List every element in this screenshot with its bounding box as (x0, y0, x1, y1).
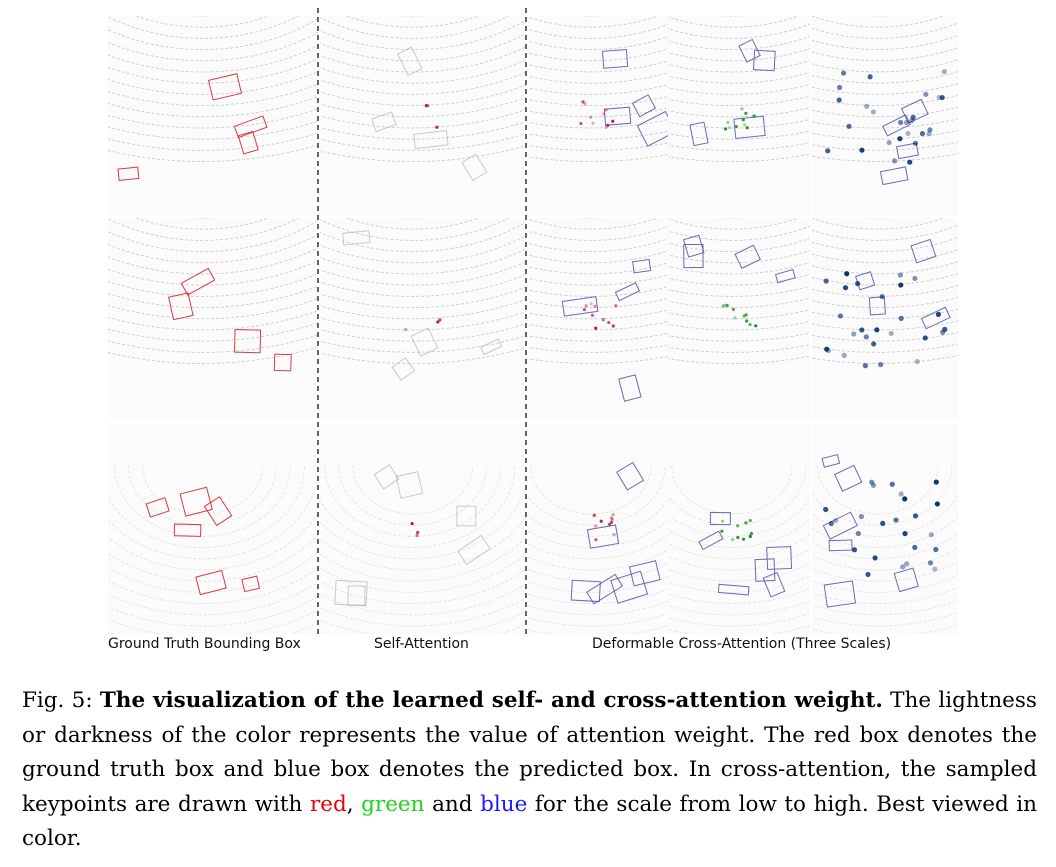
panel-cross-mid-row2 (668, 218, 810, 418)
panel-gt-row2 (108, 218, 318, 418)
caption-sentence-3-post: for the scale from low to high. Best vie… (22, 791, 1037, 852)
caption-sentence-2: The red box denotes the ground truth box… (22, 722, 1037, 783)
figure: Ground Truth Bounding Box Self-Attention… (108, 8, 958, 652)
caption-sep: , (346, 791, 354, 817)
panel-cross-high-row3 (812, 424, 958, 634)
panel-cross-mid-row3 (668, 424, 810, 634)
caption-title: The visualization of the learned self- a… (99, 688, 883, 713)
caption-green-word: green (361, 791, 425, 817)
panel-self-row2 (320, 218, 526, 418)
panel-cross-low-row3 (528, 424, 668, 634)
column-label-ground-truth: Ground Truth Bounding Box (108, 636, 301, 652)
attention-visualization-figure (108, 8, 958, 634)
panel-cross-high-row1 (812, 16, 958, 216)
panel-self-row3 (320, 424, 526, 634)
panel-cross-high-row2 (812, 218, 958, 418)
caption-label: Fig. 5: (22, 688, 93, 713)
column-label-cross-attention: Deformable Cross-Attention (Three Scales… (592, 636, 892, 652)
caption-blue-word: blue (480, 791, 528, 817)
caption-red-word: red (309, 791, 347, 817)
caption-sentence-1: The lightness or darkness of the color r… (22, 688, 1037, 748)
column-label-self-attention: Self-Attention (374, 636, 469, 652)
figure-caption: Fig. 5: The visualization of the learned… (22, 684, 1037, 857)
panel-gt-row3 (108, 424, 318, 634)
caption-sentence-3-pre: In cross-attention, the sampled keypoint… (22, 757, 1037, 817)
panel-cross-low-row1 (528, 16, 668, 216)
panel-self-row1 (320, 16, 526, 216)
caption-and-word: and (432, 791, 473, 817)
panel-cross-low-row2 (528, 218, 668, 418)
panel-cross-mid-row1 (668, 16, 810, 216)
panel-gt-row1 (108, 16, 318, 216)
